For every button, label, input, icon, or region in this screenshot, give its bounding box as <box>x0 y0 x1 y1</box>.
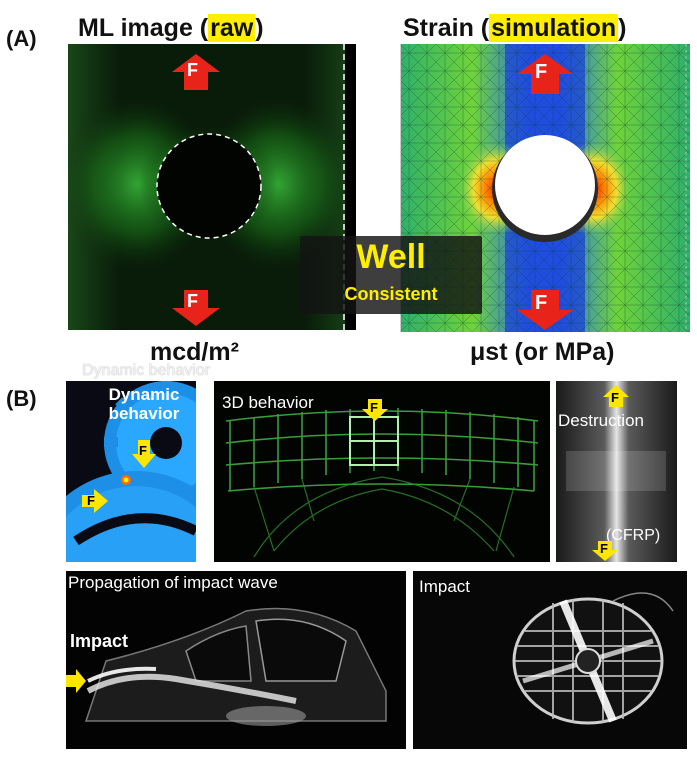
force-arrow-down-icon <box>362 399 388 421</box>
impact-side-label: Impact <box>70 631 129 651</box>
ghost-caption: Dynamic behavior <box>82 362 211 379</box>
force-arrow-down-icon <box>517 290 573 330</box>
panel-a-label: (A) <box>6 26 37 51</box>
ml-image-title: ML image (raw) <box>78 14 264 43</box>
force-label-bottom: F <box>535 292 548 314</box>
force-label-top: F <box>535 61 548 83</box>
overlay-sub-text: Consistent <box>344 284 438 304</box>
impact-arrow-right-icon <box>66 669 86 693</box>
ml-unit-label: mcd/m² <box>150 338 239 366</box>
gears-caption: Dynamic behavior <box>94 385 194 423</box>
behavior-3d-caption: 3D behavior <box>222 393 314 412</box>
impact-caption: Impact <box>419 577 471 596</box>
strain-unit-label: μst (or MPa) <box>470 338 615 366</box>
ml-image-title-highlight: raw <box>208 14 256 42</box>
behavior-3d-image: 3D behavior F <box>214 381 550 562</box>
destruction-force-label-top: F <box>611 390 619 405</box>
gears-caption-line1: Dynamic <box>108 385 180 404</box>
lattice-force-label: F <box>370 400 378 415</box>
overlay-main-text: Well <box>356 238 426 276</box>
consistency-overlay: Well Consistent <box>300 236 482 314</box>
impact-disk-graphic <box>413 571 687 749</box>
strain-title: Strain (simulation) <box>403 14 626 43</box>
ml-image: F F <box>68 44 356 330</box>
gears-caption-line2: behavior <box>108 404 180 423</box>
ml-image-graphic <box>68 44 356 330</box>
strain-title-close: ) <box>618 14 627 42</box>
gears-image: Dynamic behavior F F <box>66 381 196 562</box>
force-arrow-down-icon <box>592 541 618 561</box>
impact-image: Impact <box>413 571 687 749</box>
force-arrow-right-icon <box>82 489 108 513</box>
force-arrow-down-icon <box>172 290 220 326</box>
destruction-image: F Destruction (CFRP) F <box>556 381 677 562</box>
destruction-graphic <box>556 381 677 562</box>
impact-wave-caption: Propagation of impact wave <box>68 573 278 592</box>
force-arrow-up-icon <box>603 385 629 407</box>
force-arrow-up-icon <box>517 54 573 94</box>
gear-force-label-1: F <box>139 443 147 458</box>
force-arrow-up-icon <box>172 54 220 90</box>
force-label-top: F <box>187 60 198 80</box>
gears-graphic <box>66 381 196 562</box>
ml-image-title-open: ( <box>199 14 209 42</box>
force-arrow-down-icon <box>132 440 156 468</box>
ml-image-title-main: ML image <box>78 14 193 42</box>
ml-image-title-close: ) <box>255 14 264 42</box>
force-label-bottom: F <box>187 291 198 311</box>
destruction-force-label-bottom: F <box>600 541 608 556</box>
destruction-caption: Destruction <box>558 411 644 430</box>
strain-title-main: Strain ( <box>403 14 490 42</box>
cfrp-caption: (CFRP) <box>606 527 661 544</box>
car-graphic <box>66 571 406 749</box>
gear-force-label-2: F <box>87 493 95 508</box>
panel-b-label: (B) <box>6 386 37 411</box>
impact-wave-image: Propagation of impact wave Impact <box>66 571 406 749</box>
strain-title-highlight: simulation <box>489 14 619 42</box>
